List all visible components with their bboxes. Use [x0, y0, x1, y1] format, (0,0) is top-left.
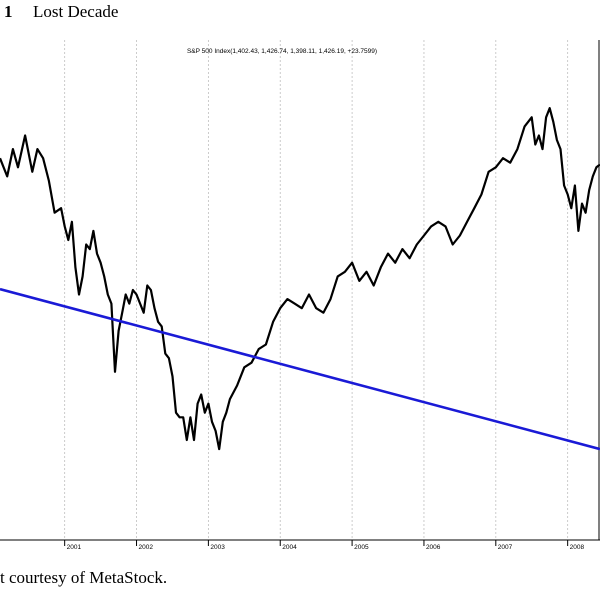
figure-title: Lost Decade: [33, 2, 119, 21]
tick-layer: 2001 2002 2003 2004 2005 2006 2007 2008: [64, 540, 585, 551]
x-tick-label: 2005: [354, 544, 369, 551]
x-tick-label: 2003: [210, 544, 225, 551]
figure-number: 1: [4, 2, 13, 21]
series-layer: [0, 107, 600, 451]
chart-title: S&P 500 Index(1,402.43, 1,426.74, 1,398.…: [187, 48, 377, 55]
grid-layer: [64, 40, 569, 540]
trendline-series: [0, 287, 600, 451]
x-tick-label: 2007: [498, 544, 513, 551]
x-tick-label: 2006: [426, 544, 441, 551]
price-series: [0, 107, 600, 451]
x-tick-label: 2004: [282, 544, 297, 551]
chart-frame: 2001 2002 2003 2004 2005 2006 2007 2008 S&P 500…: [0, 40, 600, 560]
x-tick-label: 2002: [139, 544, 154, 551]
figure-caption: t courtesy of MetaStock.: [0, 568, 168, 587]
figure-title-bar: 1 Lost Decade: [0, 0, 600, 26]
x-tick-label: 2001: [67, 544, 82, 551]
x-tick-label: 2008: [570, 544, 585, 551]
sp500-chart: 2001 2002 2003 2004 2005 2006 2007 2008 S&P 500…: [0, 40, 600, 551]
